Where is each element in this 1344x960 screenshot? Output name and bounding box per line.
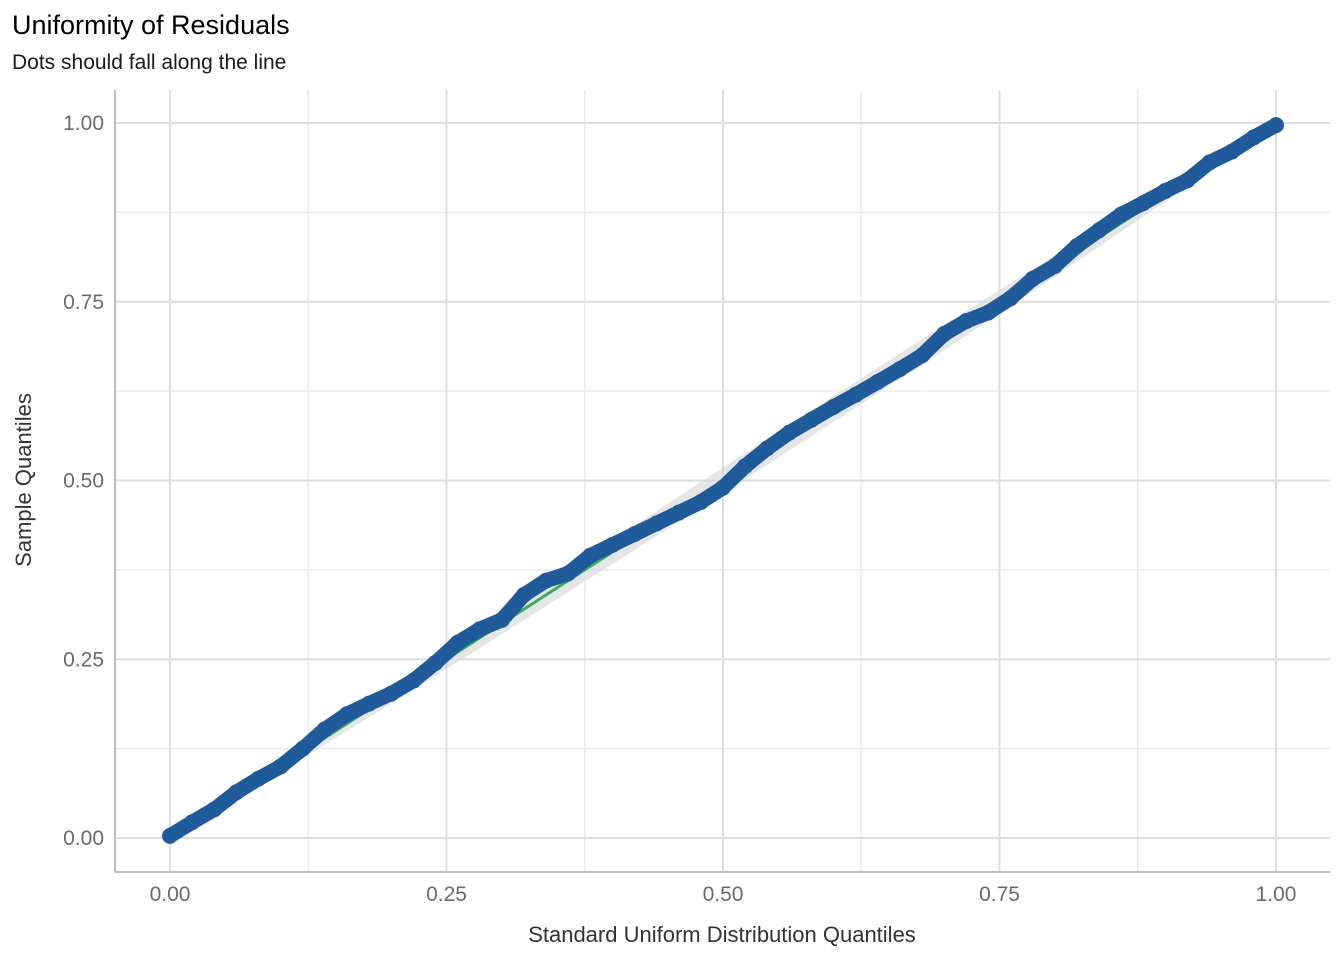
residual-point	[228, 784, 245, 801]
residual-point	[626, 526, 643, 543]
residual-point	[891, 360, 908, 377]
residual-point	[1046, 258, 1063, 274]
residual-point	[250, 770, 267, 787]
x-tick-label: 0.50	[703, 883, 744, 906]
residual-point	[1157, 182, 1174, 199]
chart-title: Uniformity of Residuals	[12, 10, 290, 40]
y-tick-label: 0.00	[63, 827, 104, 850]
residual-point	[1068, 237, 1085, 254]
residual-point	[759, 440, 776, 457]
residual-point	[294, 740, 311, 757]
residual-point	[383, 685, 400, 702]
residual-point	[316, 721, 333, 738]
residual-point	[272, 758, 289, 775]
residual-point	[980, 304, 997, 321]
residual-point	[914, 347, 931, 364]
residual-points	[162, 117, 1284, 844]
residual-point	[692, 493, 709, 510]
residual-point	[648, 515, 665, 532]
residual-point	[670, 504, 687, 521]
residual-point	[1002, 290, 1019, 307]
axes	[114, 90, 1330, 873]
major-grid	[115, 90, 1330, 872]
residual-point	[1113, 206, 1130, 223]
x-tick-label: 1.00	[1256, 883, 1297, 906]
chart-subtitle: Dots should fall along the line	[12, 51, 286, 74]
residual-point	[1201, 154, 1218, 171]
residual-point	[493, 611, 510, 628]
x-axis-title: Standard Uniform Distribution Quantiles	[528, 922, 916, 947]
y-tick-labels: 0.00 0.25 0.50 0.75 1.00	[63, 112, 104, 850]
residual-point	[847, 386, 864, 403]
residual-point	[803, 411, 820, 428]
y-tick-label: 0.75	[63, 291, 104, 314]
y-tick-label: 0.50	[63, 470, 104, 493]
x-tick-labels: 0.00 0.25 0.50 0.75 1.00	[150, 883, 1297, 906]
residual-point	[560, 565, 577, 582]
x-tick-label: 0.00	[150, 883, 191, 906]
residual-point	[471, 621, 488, 638]
residual-point	[1223, 143, 1240, 160]
residual-point	[538, 572, 555, 589]
residual-point	[825, 398, 842, 415]
residual-point	[1268, 117, 1284, 134]
residual-point	[869, 373, 886, 390]
y-tick-label: 1.00	[63, 112, 104, 135]
residual-point	[1135, 195, 1152, 212]
x-tick-label: 0.75	[979, 883, 1020, 906]
residual-point	[206, 801, 223, 818]
residual-point	[715, 479, 731, 496]
residual-point	[184, 814, 201, 831]
residual-point	[515, 586, 532, 603]
residual-point	[737, 458, 754, 475]
x-tick-label: 0.25	[426, 883, 467, 906]
residual-point	[361, 695, 378, 712]
residual-point	[162, 827, 178, 844]
residual-point	[781, 424, 798, 441]
residual-point	[405, 672, 422, 689]
residual-point	[449, 634, 466, 651]
residual-point	[1179, 172, 1196, 189]
residual-point	[427, 654, 444, 671]
residual-point	[604, 536, 621, 553]
residual-point	[1245, 129, 1262, 146]
y-axis-title: Sample Quantiles	[11, 393, 36, 567]
residual-point	[582, 547, 599, 564]
residual-point	[1091, 222, 1108, 239]
residual-point	[958, 313, 975, 330]
y-tick-label: 0.25	[63, 648, 104, 671]
residual-point	[1024, 270, 1041, 287]
residual-point	[936, 325, 953, 342]
residual-point	[338, 706, 355, 723]
